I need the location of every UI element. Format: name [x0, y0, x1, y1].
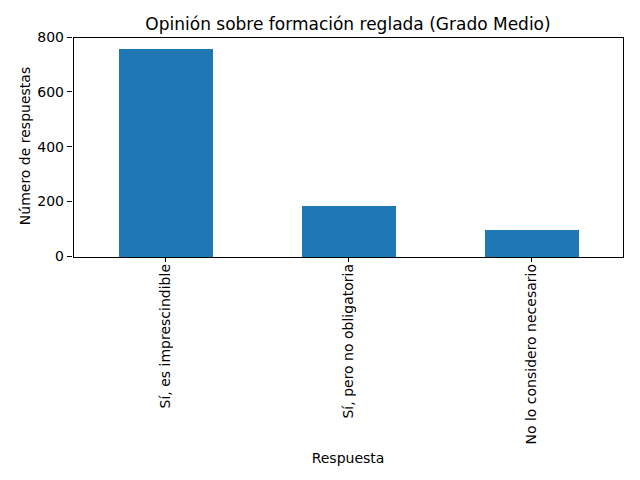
x-tick-mark-1 [348, 257, 349, 262]
y-tick-label-3: 600 [18, 84, 64, 100]
y-tick-mark-3 [67, 91, 72, 92]
x-axis-label: Respuesta [73, 450, 623, 466]
x-tick-mark-2 [531, 257, 532, 262]
y-tick-label-4: 800 [18, 29, 64, 45]
x-tick-label-0: Sí, es imprescindible [158, 264, 172, 408]
bar-0 [119, 49, 213, 257]
chart-title: Opinión sobre formación reglada (Grado M… [73, 14, 623, 34]
bar-2 [485, 230, 579, 257]
y-tick-mark-2 [67, 146, 72, 147]
bar-1 [302, 206, 396, 257]
plot-area [73, 37, 624, 258]
bar-chart-figure: Opinión sobre formación reglada (Grado M… [0, 0, 640, 480]
y-tick-label-1: 200 [18, 193, 64, 209]
y-tick-label-2: 400 [18, 139, 64, 155]
y-tick-mark-0 [67, 256, 72, 257]
y-tick-mark-4 [67, 37, 72, 38]
x-tick-label-1: Sí, pero no obligatoria [341, 264, 355, 419]
x-tick-mark-0 [165, 257, 166, 262]
y-tick-label-0: 0 [18, 248, 64, 264]
x-tick-label-2: No lo considero necesario [524, 264, 538, 445]
y-tick-mark-1 [67, 201, 72, 202]
